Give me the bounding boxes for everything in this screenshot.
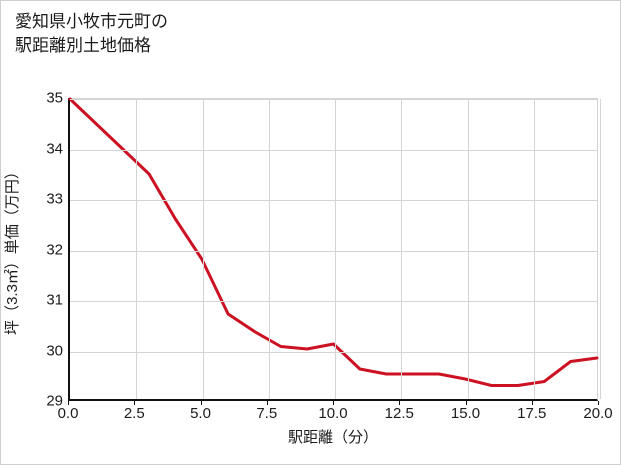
x-tick-mark — [134, 401, 136, 405]
x-tick-label: 20.0 — [583, 405, 613, 422]
gridline-vertical — [335, 99, 336, 399]
x-tick-mark — [531, 401, 533, 405]
gridline-vertical — [467, 99, 469, 399]
y-axis-ticks: 29 30 31 32 33 34 35 — [6, 90, 63, 410]
gridline-horizontal — [70, 250, 597, 252]
plot-area — [68, 98, 601, 401]
gridline-horizontal — [70, 149, 597, 151]
x-tick-label: 17.5 — [517, 405, 547, 422]
y-axis-label: 坪（3.3㎡）単価（万円） — [4, 164, 21, 335]
x-axis-ticks: 0.0 2.5 5.0 7.5 10.0 12.5 15.0 17.5 20.0 — [58, 405, 613, 425]
x-tick-mark — [266, 401, 268, 405]
y-tick-label: 34 — [46, 140, 63, 157]
y-tick-label: 29 — [46, 392, 63, 410]
x-tick-mark — [399, 401, 401, 405]
y-tick-label: 35 — [46, 89, 63, 107]
x-tick-label: 12.5 — [384, 405, 414, 422]
gridline-vertical — [401, 99, 403, 399]
x-tick-mark — [68, 401, 69, 405]
gridline-horizontal — [70, 99, 597, 100]
gridline-horizontal — [70, 351, 597, 353]
y-tick-label: 31 — [46, 291, 63, 309]
y-tick-label: 32 — [46, 241, 63, 258]
x-tick-mark — [465, 401, 467, 405]
x-tick-label: 5.0 — [190, 405, 211, 422]
gridline-vertical — [268, 99, 270, 399]
page-title: 愛知県小牧市元町の 駅距離別土地価格 — [15, 12, 168, 56]
x-axis-tick-marks — [68, 401, 599, 406]
x-tick-mark — [200, 401, 202, 405]
y-tick-label: 30 — [46, 342, 63, 359]
x-tick-label: 2.5 — [123, 405, 145, 422]
x-axis-label: 駅距離（分） — [287, 429, 378, 446]
gridline-vertical — [600, 99, 601, 399]
x-tick-mark — [333, 401, 334, 405]
x-tick-label: 10.0 — [318, 405, 348, 422]
gridline-horizontal — [70, 200, 597, 201]
price-line — [70, 99, 597, 386]
gridline-vertical — [136, 99, 138, 399]
gridline-vertical — [533, 99, 535, 399]
x-tick-label: 0.0 — [57, 405, 79, 422]
x-tick-label: 7.5 — [256, 405, 278, 422]
y-tick-label: 33 — [46, 190, 63, 208]
gridline-horizontal — [70, 301, 597, 302]
data-line-svg — [70, 99, 597, 399]
x-tick-mark — [598, 401, 599, 405]
gridline-vertical — [202, 99, 204, 399]
x-tick-label: 15.0 — [450, 405, 481, 422]
